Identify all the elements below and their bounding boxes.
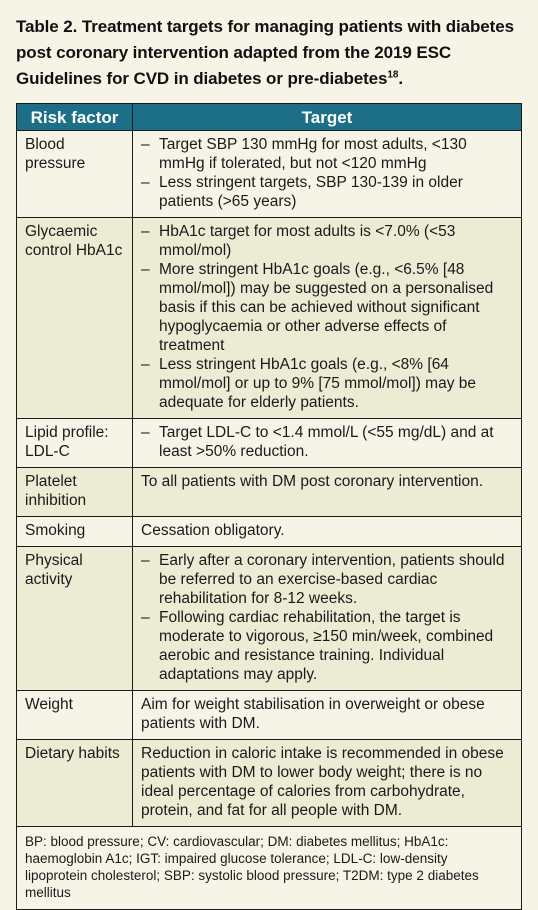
target-cell: To all patients with DM post coronary in… xyxy=(132,467,522,517)
target-list-text: Early after a coronary intervention, pat… xyxy=(159,552,505,607)
risk-factor-cell: Lipid profile: LDL-C xyxy=(16,418,133,468)
target-cell: Aim for weight stabilisation in overweig… xyxy=(132,690,522,740)
risk-factor-cell: Platelet inhibition xyxy=(16,467,133,517)
risk-factor-cell: Weight xyxy=(16,690,133,740)
target-cell: Cessation obligatory. xyxy=(132,516,522,547)
risk-factor-cell: Dietary habits xyxy=(16,739,133,827)
dash-marker: – xyxy=(141,261,150,278)
table-row: Smoking Cessation obligatory. xyxy=(16,516,522,547)
header-row: Risk factor Target xyxy=(16,103,522,131)
risk-factor-cell: Physical activity xyxy=(16,546,133,691)
table-row: Physical activity – Early after a coronary… xyxy=(16,546,522,691)
target-cell: – Target SBP 130 mmHg for most adults, <1… xyxy=(132,130,522,218)
target-cell: – Early after a coronary intervention, pa… xyxy=(132,546,522,691)
dash-marker: – xyxy=(141,223,150,240)
footnote-row: BP: blood pressure; CV: cardiovascular; … xyxy=(16,826,522,910)
target-list: – Early after a coronary intervention, pa… xyxy=(141,551,515,684)
target-list-text: Following cardiac rehabilitation, the ta… xyxy=(159,609,494,683)
table-caption: Table 2. Treatment targets for managing … xyxy=(16,14,526,92)
dash-marker: – xyxy=(141,424,150,441)
target-list: – Target SBP 130 mmHg for most adults, <1… xyxy=(141,135,515,211)
caption-period: . xyxy=(398,69,403,88)
target-list-item: – Following cardiac rehabilitation, the t… xyxy=(141,608,515,684)
target-list-text: Less stringent HbA1c goals (e.g., <8% [6… xyxy=(159,356,476,411)
target-list-item: – More stringent HbA1c goals (e.g., <6.5%… xyxy=(141,260,515,355)
table-row: Weight Aim for weight stabilisation in ov… xyxy=(16,690,522,740)
target-cell: Reduction in caloric intake is recommend… xyxy=(132,739,522,827)
target-cell: – Target LDL-C to <1.4 mmol/L (<55 mg/dL)… xyxy=(132,418,522,468)
risk-factor-cell: Smoking xyxy=(16,516,133,547)
footnote: BP: blood pressure; CV: cardiovascular; … xyxy=(16,826,522,910)
dash-marker: – xyxy=(141,174,150,191)
target-list-item: – Target LDL-C to <1.4 mmol/L (<55 mg/dL)… xyxy=(141,423,515,461)
target-list-text: More stringent HbA1c goals (e.g., <6.5% … xyxy=(159,261,494,354)
table-row: Glycaemic control HbA1c – HbA1c target for… xyxy=(16,217,522,419)
target-cell: – HbA1c target for most adults is <7.0% (… xyxy=(132,217,522,419)
caption-text: Table 2. Treatment targets for managing … xyxy=(16,17,514,88)
header-target: Target xyxy=(132,103,522,131)
treatment-targets-table: Risk factor Target Blood pressure – Target… xyxy=(16,103,522,910)
table-row: Lipid profile: LDL-C – Target LDL-C to <1.… xyxy=(16,418,522,468)
target-list: – Target LDL-C to <1.4 mmol/L (<55 mg/dL)… xyxy=(141,423,515,461)
header-risk-factor: Risk factor xyxy=(16,103,133,131)
target-list: – HbA1c target for most adults is <7.0% (… xyxy=(141,222,515,412)
target-list-item: – Target SBP 130 mmHg for most adults, <1… xyxy=(141,135,515,173)
table-body: Blood pressure – Target SBP 130 mmHg for m… xyxy=(16,130,522,827)
target-list-text: Target LDL-C to <1.4 mmol/L (<55 mg/dL) … xyxy=(159,424,494,460)
target-list-item: – Less stringent HbA1c goals (e.g., <8% [… xyxy=(141,355,515,412)
target-list-item: – Early after a coronary intervention, pa… xyxy=(141,551,515,608)
risk-factor-cell: Glycaemic control HbA1c xyxy=(16,217,133,419)
target-list-item: – Less stringent targets, SBP 130-139 in … xyxy=(141,173,515,211)
target-list-text: HbA1c target for most adults is <7.0% (<… xyxy=(159,223,456,259)
table-row: Blood pressure – Target SBP 130 mmHg for m… xyxy=(16,130,522,218)
table-row: Dietary habits Reduction in caloric intak… xyxy=(16,739,522,827)
dash-marker: – xyxy=(141,552,150,569)
target-list-text: Target SBP 130 mmHg for most adults, <13… xyxy=(159,136,467,172)
target-list-item: – HbA1c target for most adults is <7.0% (… xyxy=(141,222,515,260)
target-list-text: Less stringent targets, SBP 130-139 in o… xyxy=(159,174,463,210)
dash-marker: – xyxy=(141,136,150,153)
table-row: Platelet inhibition To all patients with … xyxy=(16,467,522,517)
caption-reference: 18 xyxy=(387,69,399,81)
risk-factor-cell: Blood pressure xyxy=(16,130,133,218)
dash-marker: – xyxy=(141,609,150,626)
dash-marker: – xyxy=(141,356,150,373)
